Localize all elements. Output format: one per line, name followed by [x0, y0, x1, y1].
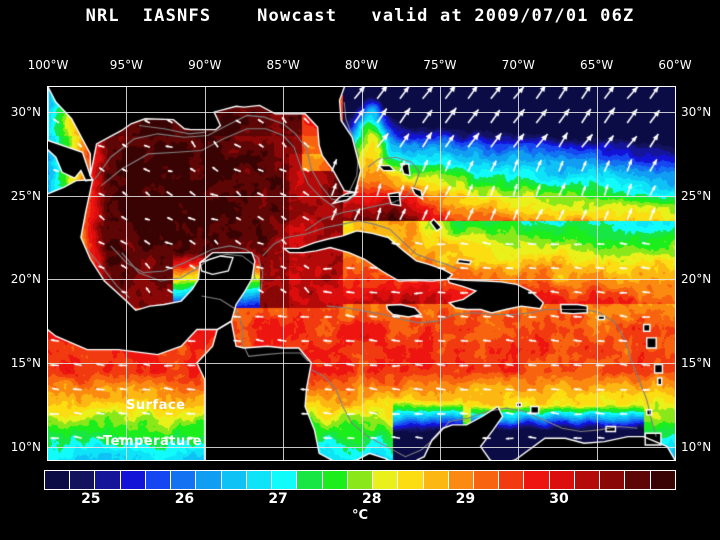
colorbar-swatch — [145, 471, 172, 489]
colorbar-swatch — [196, 471, 222, 489]
colorbar-swatch — [297, 471, 323, 489]
lon-tick-label: 75°W — [423, 58, 457, 72]
colorbar-tick-label: 27 — [268, 491, 288, 507]
gridline-meridian — [518, 87, 519, 460]
colorbar-swatch — [473, 471, 500, 489]
lon-tick-label: 95°W — [109, 58, 143, 72]
lon-tick-label: 60°W — [658, 58, 692, 72]
lat-tick-label: 25°N — [10, 188, 41, 203]
colorbar-ticks: 25 26 27 28 29 30 — [44, 491, 676, 509]
lat-tick-label: 15°N — [681, 355, 712, 370]
colorbar-swatch — [574, 471, 601, 489]
lat-tick-label: 10°N — [10, 439, 41, 454]
colorbar-swatch — [221, 471, 247, 489]
gridline-parallel — [48, 112, 675, 113]
colorbar-swatch — [499, 471, 525, 489]
sst-field — [48, 87, 675, 460]
colorbar-tick-label: 28 — [361, 491, 382, 507]
map-canvas[interactable]: Surface Temperature — [47, 86, 676, 461]
gridline-parallel — [48, 363, 675, 364]
lat-tick-label: 30°N — [10, 105, 41, 120]
colorbar-swatch — [524, 471, 550, 489]
colorbar-tick-label: 30 — [549, 491, 569, 507]
lon-tick-label: 70°W — [501, 58, 535, 72]
colorbar-swatch — [373, 471, 399, 489]
lon-tick-label: 100°W — [27, 58, 69, 72]
gridline-meridian — [440, 87, 441, 460]
colorbar-swatch — [398, 471, 424, 489]
colorbar-swatch — [171, 471, 197, 489]
lat-tick-label: 25°N — [681, 188, 712, 203]
colorbar-swatch — [45, 471, 71, 489]
page-title: NRL IASNFS Nowcast valid at 2009/07/01 0… — [85, 6, 635, 26]
map-inner: Surface Temperature — [48, 87, 675, 460]
colorbar-swatch — [272, 471, 298, 489]
gridline-parallel — [48, 279, 675, 280]
gridline-meridian — [362, 87, 363, 460]
gridline-meridian — [205, 87, 206, 460]
gridline-meridian — [126, 87, 127, 460]
colorbar-swatch — [650, 471, 675, 489]
colorbar-swatch — [95, 471, 121, 489]
gridline-meridian — [597, 87, 598, 460]
colorbar-tick-label: 29 — [455, 491, 476, 507]
colorbar-swatch — [322, 471, 348, 489]
lon-tick-label: 90°W — [188, 58, 222, 72]
latitude-axis-right: 30°N 25°N 20°N 15°N 10°N — [678, 86, 720, 461]
lat-tick-label: 10°N — [681, 439, 712, 454]
colorbar-swatch — [347, 471, 374, 489]
colorbar-swatch — [600, 471, 626, 489]
colorbar-swatch — [448, 471, 474, 489]
lon-tick-label: 80°W — [344, 58, 379, 72]
lat-tick-label: 20°N — [10, 272, 41, 287]
colorbar-swatch — [246, 471, 273, 489]
colorbar-swatch — [549, 471, 575, 489]
longitude-axis: 100°W 95°W 90°W 85°W 80°W 75°W 70°W 65°W 60°W — [28, 58, 692, 74]
colorbar-swatch — [120, 471, 146, 489]
colorbar-tick-label: 26 — [174, 491, 195, 507]
colorbar-tick-label: 25 — [81, 491, 101, 507]
gridline-meridian — [283, 87, 284, 460]
colorbar-swatch — [70, 471, 96, 489]
colorbar — [44, 470, 676, 490]
gridline-parallel — [48, 447, 675, 448]
lon-tick-label: 85°W — [266, 58, 300, 72]
colorbar-unit-label: °C — [351, 508, 369, 523]
lon-tick-label: 65°W — [580, 58, 614, 72]
lat-tick-label: 20°N — [681, 272, 712, 287]
lat-tick-label: 30°N — [681, 105, 712, 120]
colorbar-swatch — [625, 471, 651, 489]
latitude-axis-left: 30°N 25°N 20°N 15°N 10°N — [0, 86, 44, 461]
colorbar-swatch — [423, 471, 449, 489]
lat-tick-label: 15°N — [10, 355, 41, 370]
gridline-parallel — [48, 196, 675, 197]
